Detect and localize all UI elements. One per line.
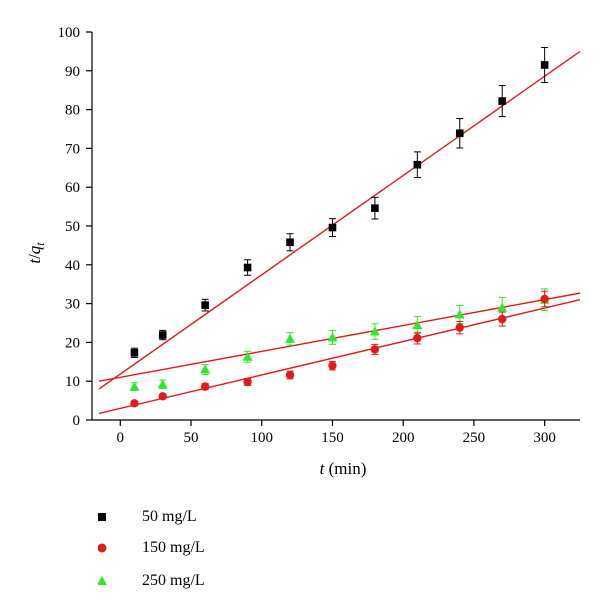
x-tick-label: 250 xyxy=(463,430,486,446)
fit-line-1 xyxy=(98,50,581,390)
data-point xyxy=(455,323,464,332)
data-point xyxy=(413,160,422,169)
data-point xyxy=(243,263,252,272)
circle-marker-icon xyxy=(98,543,107,553)
square-marker-icon xyxy=(98,513,106,521)
axes: 0 10 20 30 40 50 60 70 80 90 100 0 50 100 150 200 250 300 xyxy=(58,25,580,446)
data-point xyxy=(158,392,167,401)
legend-label: 50 mg/L xyxy=(142,508,197,525)
data-point xyxy=(328,223,337,232)
data-point xyxy=(158,331,167,339)
x-tick-label: 0 xyxy=(117,430,125,446)
y-tick-label: 50 xyxy=(65,219,80,235)
data-point xyxy=(540,294,549,304)
y-axis-title: t/qt xyxy=(25,242,47,264)
data-point xyxy=(285,370,295,380)
y-tick-label: 80 xyxy=(65,103,80,119)
data-point xyxy=(497,302,508,312)
data-point xyxy=(130,349,139,357)
x-tick-label: 150 xyxy=(321,430,344,446)
data-point xyxy=(455,129,464,138)
legend-label: 250 mg/L xyxy=(142,572,205,589)
data-point xyxy=(200,364,211,374)
data-point xyxy=(369,326,380,336)
y-tick-label: 0 xyxy=(73,413,81,429)
data-point xyxy=(129,381,140,391)
data-point xyxy=(286,238,294,247)
y-tick-label: 60 xyxy=(65,180,80,196)
x-tick-label: 200 xyxy=(392,430,415,446)
data-point xyxy=(413,333,422,343)
fit-line-3 xyxy=(98,292,581,382)
plot-marks xyxy=(98,47,581,415)
triangle-marker-icon xyxy=(98,576,107,585)
x-tick-label: 300 xyxy=(533,430,556,446)
data-point xyxy=(412,319,423,329)
y-tick-label: 100 xyxy=(58,25,81,41)
fit-line-2 xyxy=(98,299,581,415)
data-point xyxy=(243,377,252,387)
legend-item-50: 50 mg/L xyxy=(98,503,205,531)
data-point xyxy=(370,345,380,354)
data-point xyxy=(242,351,253,361)
y-tick-label: 10 xyxy=(65,374,80,390)
y-tick-label: 70 xyxy=(65,141,80,157)
y-tick-label: 40 xyxy=(65,258,80,274)
data-point xyxy=(498,314,507,324)
data-point xyxy=(540,61,549,69)
x-axis-title: t (min) xyxy=(320,459,367,478)
data-point xyxy=(130,399,139,408)
data-point xyxy=(157,379,168,389)
legend: 50 mg/L 150 mg/L 250 mg/L xyxy=(98,503,205,595)
data-point xyxy=(201,301,209,309)
y-tick-label: 20 xyxy=(65,335,80,351)
data-point xyxy=(285,333,296,343)
data-point xyxy=(371,204,379,212)
data-point xyxy=(454,309,465,319)
y-tick-label: 90 xyxy=(65,64,80,80)
y-tick-label: 30 xyxy=(65,297,80,313)
x-tick-label: 50 xyxy=(184,430,199,446)
legend-label: 150 mg/L xyxy=(142,539,205,556)
data-point xyxy=(327,332,338,342)
data-point xyxy=(498,97,507,105)
x-tick-label: 100 xyxy=(250,430,273,446)
legend-item-150: 150 mg/L xyxy=(98,534,205,562)
legend-item-250: 250 mg/L xyxy=(98,567,205,595)
data-point xyxy=(328,361,337,370)
data-point xyxy=(200,382,210,391)
